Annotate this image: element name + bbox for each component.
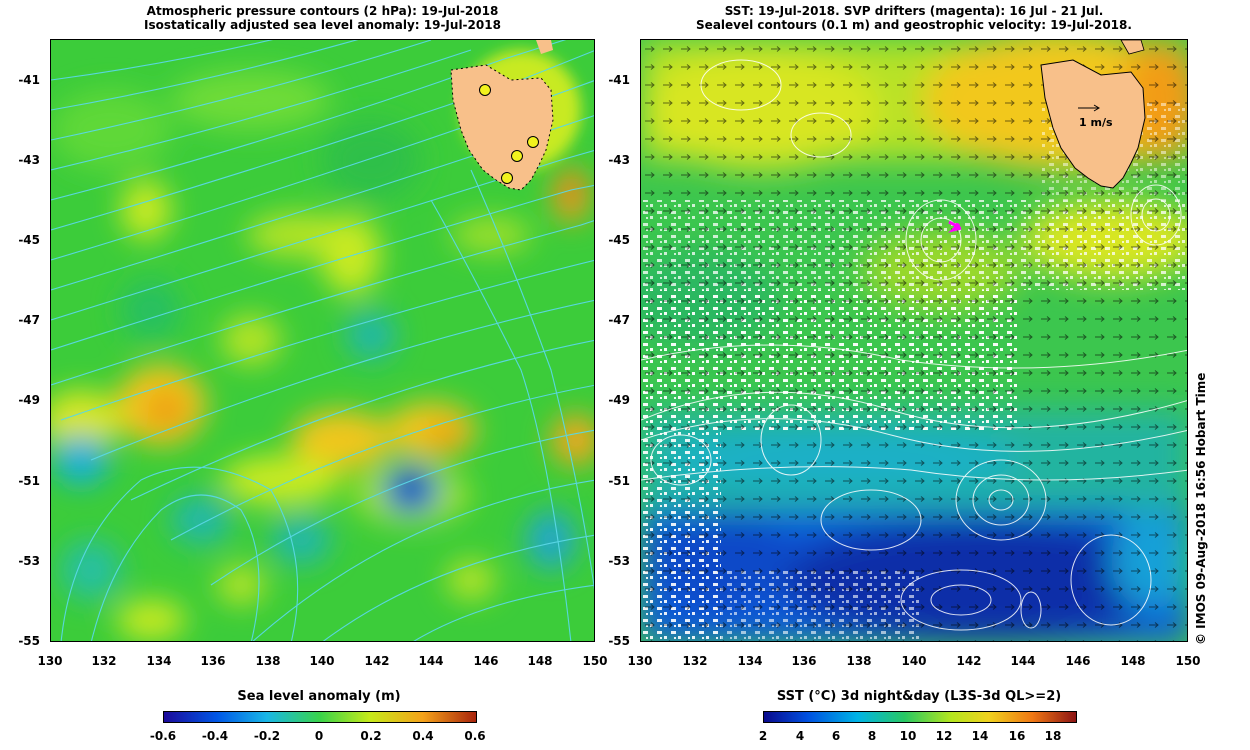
x-tick-label: 138 [846, 654, 872, 668]
velocity-scale-label: 1 m/s [1079, 116, 1113, 129]
sla-colorbar [163, 711, 477, 723]
y-tick-label: -43 [608, 153, 630, 167]
sla-colorbar-title: Sea level anomaly (m) [237, 689, 401, 704]
x-tick-label: 140 [309, 654, 335, 668]
x-tick-label: 150 [582, 654, 608, 668]
right-map-title-line1: SST: 19-Jul-2018. SVP drifters (magenta)… [724, 4, 1104, 18]
sea-level-anomaly-map [50, 39, 595, 642]
x-tick-label: 136 [791, 654, 817, 668]
colorbar-tick-label: 2 [758, 729, 768, 743]
drifter-track [948, 220, 962, 233]
colorbar-tick-label: 4 [795, 729, 805, 743]
x-tick-label: 144 [1010, 654, 1036, 668]
tasmania-land [1040, 59, 1146, 189]
colorbar-tick-label: 0 [314, 729, 324, 743]
colorbar-tick-label: 10 [899, 729, 917, 743]
sea-level-contours [641, 59, 1187, 631]
colorbar-tick-label: 6 [831, 729, 841, 743]
y-tick-label: -51 [18, 474, 40, 488]
x-tick-label: 132 [682, 654, 708, 668]
sst-map: 1 m/s [640, 39, 1188, 642]
y-tick-label: -49 [608, 393, 630, 407]
colorbar-tick-label: 0.6 [464, 729, 486, 743]
colorbar-tick-label: 18 [1044, 729, 1062, 743]
left-map-title-line1: Atmospheric pressure contours (2 hPa): 1… [146, 4, 499, 18]
y-tick-label: -51 [608, 474, 630, 488]
y-tick-label: -43 [18, 153, 40, 167]
right-map-title: SST: 19-Jul-2018. SVP drifters (magenta)… [640, 4, 1188, 32]
y-tick-label: -55 [18, 634, 40, 648]
colorbar-tick-label: 16 [1008, 729, 1026, 743]
y-tick-label: -45 [608, 233, 630, 247]
y-tick-label: -47 [608, 313, 630, 327]
x-tick-label: 132 [91, 654, 117, 668]
tasmania-land [450, 64, 554, 191]
x-tick-label: 142 [956, 654, 982, 668]
x-tick-label: 148 [527, 654, 553, 668]
x-tick-label: 134 [737, 654, 763, 668]
sst-colorbar [763, 711, 1077, 723]
y-tick-label: -55 [608, 634, 630, 648]
y-tick-label: -41 [18, 73, 40, 87]
x-tick-label: 146 [1065, 654, 1091, 668]
x-tick-label: 144 [418, 654, 444, 668]
sea-level-anomaly-field [51, 40, 594, 641]
right-map-title-line2: Sealevel contours (0.1 m) and geostrophi… [696, 18, 1132, 32]
x-tick-label: 134 [146, 654, 172, 668]
colorbar-tick-label: -0.6 [149, 729, 177, 743]
y-tick-label: -45 [18, 233, 40, 247]
y-tick-label: -49 [18, 393, 40, 407]
sst-colorbar-title: SST (°C) 3d night&day (L3S-3d QL>=2) [776, 689, 1062, 704]
velocity-scale-arrow [1078, 104, 1100, 112]
colorbar-tick-label: 14 [971, 729, 989, 743]
colorbar-tick-label: 0.4 [412, 729, 434, 743]
y-tick-label: -47 [18, 313, 40, 327]
x-tick-label: 150 [1175, 654, 1201, 668]
y-tick-label: -41 [608, 73, 630, 87]
y-tick-label: -53 [608, 554, 630, 568]
colorbar-tick-label: -0.2 [253, 729, 281, 743]
colorbar-tick-label: 8 [867, 729, 877, 743]
x-tick-label: 140 [901, 654, 927, 668]
left-map-title: Atmospheric pressure contours (2 hPa): 1… [50, 4, 595, 32]
x-tick-label: 130 [37, 654, 63, 668]
x-tick-label: 130 [627, 654, 653, 668]
tide-gauge-markers [479, 84, 539, 184]
x-tick-label: 138 [255, 654, 281, 668]
colorbar-tick-label: 12 [935, 729, 953, 743]
x-tick-label: 148 [1120, 654, 1146, 668]
colorbar-tick-label: 0.2 [360, 729, 382, 743]
colorbar-tick-label: -0.4 [201, 729, 229, 743]
x-tick-label: 146 [473, 654, 499, 668]
y-tick-label: -53 [18, 554, 40, 568]
x-tick-label: 142 [364, 654, 390, 668]
sst-field [641, 40, 1187, 641]
x-tick-label: 136 [200, 654, 226, 668]
left-map-title-line2: Isostatically adjusted sea level anomaly… [144, 18, 501, 32]
credit-label: © IMOS 09-Aug-2018 16:56 Hobart Time [1194, 372, 1208, 645]
